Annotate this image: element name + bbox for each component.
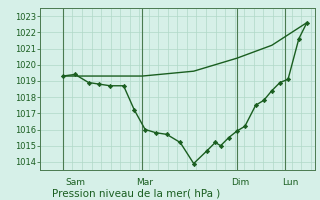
Text: Sam: Sam — [66, 178, 86, 187]
Text: Dim: Dim — [232, 178, 250, 187]
Text: Pression niveau de la mer( hPa ): Pression niveau de la mer( hPa ) — [52, 188, 220, 198]
Text: Mar: Mar — [136, 178, 153, 187]
Text: Lun: Lun — [282, 178, 299, 187]
